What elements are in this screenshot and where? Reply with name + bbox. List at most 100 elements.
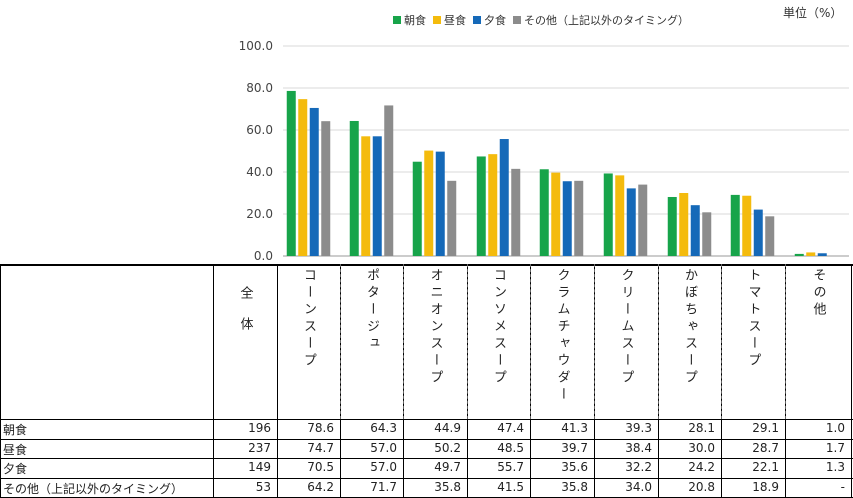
- header-category: オニオンスープ: [403, 264, 467, 419]
- header-divider: [658, 264, 659, 419]
- bar: [384, 105, 394, 257]
- bar-chart: 0.0 20.0 40.0 60.0 80.0 100.0: [239, 39, 849, 263]
- bar: [476, 156, 486, 256]
- bar: [298, 99, 308, 256]
- row-label: 昼食: [3, 442, 28, 457]
- bar: [412, 161, 422, 256]
- cell-value: 44.9: [434, 421, 461, 435]
- cell-value: 48.5: [497, 440, 524, 455]
- data-table: 全体 コーンスープ ポタージュ オニオンスープ コンソメスープ クラムチャウダー クリームス…: [0, 264, 853, 498]
- cell-value: 35.8: [434, 479, 461, 494]
- bar: [435, 151, 445, 256]
- bar: [679, 193, 689, 256]
- header-category-label: その他: [810, 268, 826, 319]
- bar: [447, 180, 457, 256]
- header-category-label: クラムチャウダー: [554, 268, 570, 404]
- legend-item-other: その他（上記以外のタイミング）: [513, 12, 689, 28]
- bar: [817, 253, 827, 256]
- header-category: クラムチャウダー: [530, 264, 594, 419]
- cell-value: 30.0: [688, 440, 715, 455]
- header-divider: [721, 264, 722, 419]
- cell-total: 237: [248, 440, 271, 455]
- header-divider: [594, 264, 595, 419]
- legend-swatch-dinner: [473, 16, 481, 24]
- legend-swatch-other: [513, 16, 521, 24]
- header-category-label: コーンスープ: [301, 268, 316, 370]
- cell-value: 39.3: [625, 421, 652, 435]
- y-tick-label: 20.0: [246, 207, 273, 221]
- bar: [638, 184, 648, 256]
- header-category: ポタージュ: [340, 264, 403, 419]
- legend-item-breakfast: 朝食: [393, 12, 426, 28]
- cell-value: -: [840, 479, 845, 494]
- header-category: コーンスープ: [277, 264, 340, 419]
- bar: [539, 169, 549, 256]
- bar: [615, 175, 625, 256]
- y-tick-label: 100.0: [239, 39, 273, 53]
- cell-value: 57.0: [370, 460, 397, 474]
- legend-item-dinner: 夕食: [473, 12, 506, 28]
- bar: [574, 180, 584, 256]
- legend-swatch-lunch: [433, 16, 441, 24]
- header-category: コンソメスープ: [467, 264, 530, 419]
- bar: [499, 139, 509, 256]
- table-border: [0, 458, 853, 459]
- bar: [603, 173, 613, 256]
- table-border: [0, 264, 853, 266]
- header-total-label: 全体: [237, 286, 253, 348]
- bar: [309, 107, 319, 256]
- cell-value: 1.7: [825, 440, 845, 455]
- header-category: トマトスープ: [721, 264, 785, 419]
- bar: [321, 121, 331, 257]
- cell-value: 38.4: [625, 440, 652, 455]
- legend-swatch-breakfast: [393, 16, 401, 24]
- header-total: 全体: [213, 264, 277, 419]
- header-category-label: オニオンスープ: [427, 268, 443, 387]
- bar: [551, 172, 561, 256]
- bar: [667, 196, 677, 256]
- cell-value: 1.3: [825, 460, 845, 474]
- header-category-label: コンソメスープ: [491, 268, 506, 387]
- bar: [349, 120, 359, 256]
- cell-value: 55.7: [497, 460, 524, 474]
- header-category-label: ポタージュ: [364, 268, 379, 353]
- header-divider: [403, 264, 404, 419]
- header-divider: [467, 264, 468, 419]
- bar: [488, 154, 498, 256]
- table-border: [0, 438, 853, 440]
- table-border: [0, 419, 853, 420]
- legend-label-other: その他（上記以外のタイミング）: [524, 14, 689, 27]
- legend-item-lunch: 昼食: [433, 12, 466, 28]
- table-border: [0, 477, 853, 479]
- cell-value: 49.7: [434, 460, 461, 474]
- header-category: かぼちゃスープ: [658, 264, 721, 419]
- bar: [730, 194, 740, 256]
- bar: [794, 253, 804, 256]
- bar: [562, 181, 572, 256]
- bar: [361, 136, 371, 256]
- bar: [511, 168, 521, 256]
- cell-value: 41.3: [561, 421, 588, 435]
- cell-value: 1.0: [825, 421, 845, 435]
- table-border: [213, 264, 214, 497]
- cell-value: 35.8: [561, 479, 588, 494]
- cell-total: 196: [248, 421, 271, 435]
- chart-legend: 朝食 昼食 夕食 その他（上記以外のタイミング）: [393, 12, 696, 28]
- cell-value: 64.2: [307, 479, 334, 494]
- cell-value: 57.0: [370, 440, 397, 455]
- header-divider: [340, 264, 341, 419]
- cell-value: 41.5: [497, 479, 524, 494]
- header-category-label: クリームスープ: [618, 268, 634, 387]
- bar: [372, 136, 382, 256]
- cell-value: 50.2: [434, 440, 461, 455]
- table-border: [277, 264, 278, 497]
- legend-label-breakfast: 朝食: [404, 14, 426, 27]
- header-divider: [785, 264, 786, 419]
- cell-value: 22.1: [752, 460, 779, 474]
- y-tick-label: 60.0: [246, 123, 273, 137]
- cell-value: 28.1: [688, 421, 715, 435]
- cell-value: 70.5: [307, 460, 334, 474]
- header-divider: [530, 264, 531, 419]
- cell-value: 39.7: [561, 440, 588, 455]
- cell-total: 53: [255, 479, 271, 494]
